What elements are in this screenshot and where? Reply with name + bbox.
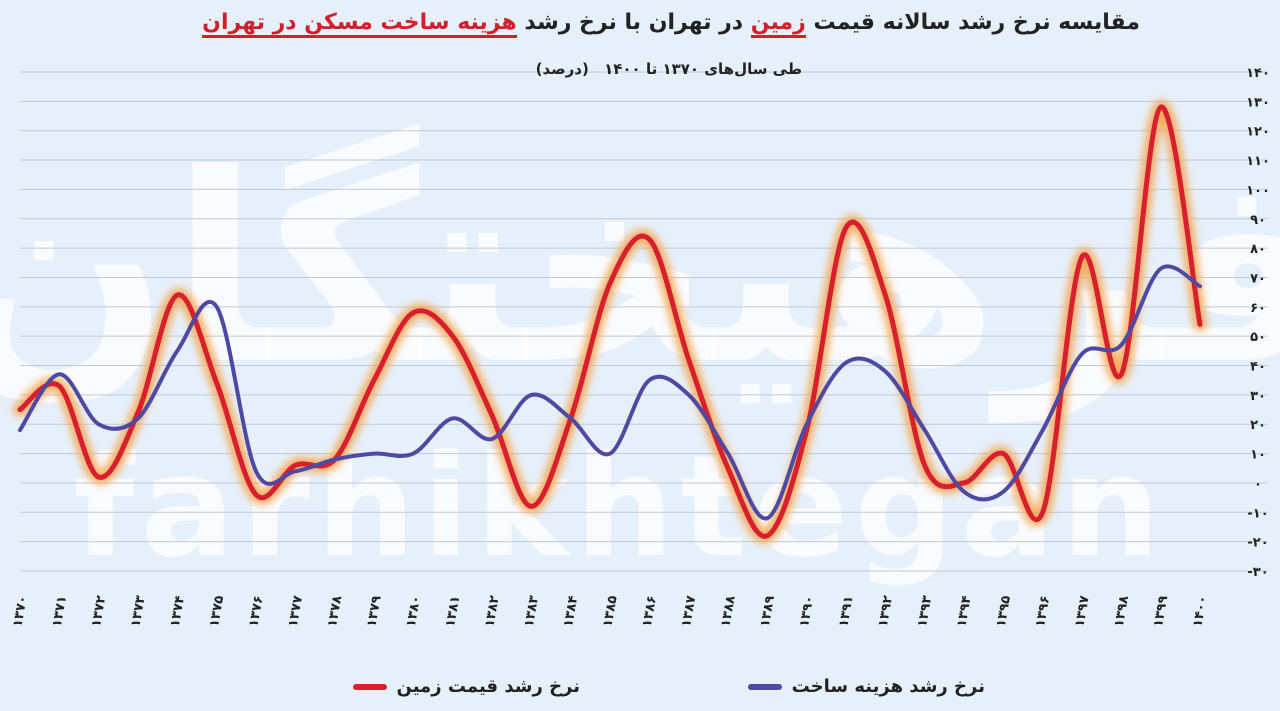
legend-item-construction: نرخ رشد هزینه ساخت	[747, 676, 985, 697]
series-line-construction	[18, 264, 1202, 521]
x-tick-label: ۱۳۹۵	[994, 594, 1014, 628]
y-tick-label: ۰	[1254, 477, 1262, 492]
x-tick-label: ۱۳۸۱	[443, 594, 463, 628]
x-tick-label: ۱۳۹۷	[1072, 594, 1092, 628]
x-tick-label: ۱۳۷۴	[168, 594, 188, 628]
y-tick-label: ۱۰۰	[1246, 183, 1270, 198]
x-tick-label: ۱۳۸۵	[600, 594, 620, 628]
chart-title: مقایسه نرخ رشد سالانه قیمت زمین در تهران…	[202, 10, 1140, 38]
y-tick-label: ۷۰	[1250, 271, 1266, 286]
y-axis-ticks: -۳۰ -۲۰ -۱۰ ۰ ۱۰ ۲۰ ۳۰ ۴۰ ۵۰ ۶۰ ۷۰ ۸۰ ۹۰ ۱۰۰ ۱۱۰ ۱۲۰ ۱۳۰…	[1246, 66, 1270, 580]
y-tick-label: ۱۰	[1250, 448, 1266, 463]
x-tick-label: ۱۳۹۸	[1112, 594, 1132, 628]
title-part-4: هزینه ساخت مسکن در تهران	[202, 10, 517, 38]
subtitle-period: طی سال‌های ۱۳۷۰ تا ۱۴۰۰	[604, 60, 802, 78]
x-tick-label: ۱۳۸۴	[561, 594, 581, 628]
title-part-2: زمین	[750, 10, 806, 38]
x-tick-label: ۱۳۹۰	[797, 594, 817, 628]
x-tick-label: ۱۳۹۳	[915, 594, 935, 628]
watermark: فرهیختگان farhikhtegan	[0, 120, 1280, 589]
x-tick-label: ۱۳۹۲	[876, 594, 896, 628]
x-tick-label: ۱۳۷۸	[325, 594, 345, 628]
y-tick-label: -۱۰	[1247, 506, 1268, 521]
x-tick-label: ۱۳۸۲	[482, 594, 502, 628]
x-tick-label: ۱۳۹۴	[954, 594, 974, 628]
chart-subtitle: طی سال‌های ۱۳۷۰ تا ۱۴۰۰ (درصد)	[526, 60, 802, 78]
x-tick-label: ۱۳۸۹	[758, 594, 778, 628]
x-tick-label: ۱۳۷۰	[10, 594, 30, 628]
x-tick-label: ۱۳۹۶	[1033, 594, 1053, 628]
x-tick-label: ۱۳۷۳	[128, 594, 148, 628]
x-tick-label: ۱۳۷۷	[286, 594, 306, 628]
y-tick-label: ۱۴۰	[1246, 66, 1270, 81]
x-tick-label: ۱۳۷۶	[246, 594, 266, 628]
legend-swatch-construction	[747, 683, 782, 690]
y-tick-label: -۳۰	[1247, 565, 1268, 580]
x-tick-label: ۱۳۷۱	[50, 594, 70, 628]
series-lines	[13, 100, 1207, 544]
legend-label-land: نرخ رشد قیمت زمین	[396, 676, 581, 697]
x-tick-label: ۱۴۰۰	[1190, 594, 1210, 628]
x-tick-label: ۱۳۷۵	[207, 594, 227, 628]
subtitle-unit: (درصد)	[535, 60, 589, 78]
x-tick-label: ۱۳۷۲	[89, 594, 109, 628]
y-tick-label: -۲۰	[1247, 536, 1268, 551]
x-tick-label: ۱۳۸۷	[679, 594, 699, 628]
y-tick-label: ۴۰	[1250, 360, 1266, 375]
y-tick-label: ۱۳۰	[1246, 95, 1270, 110]
title-part-3: در تهران با نرخ رشد	[524, 10, 744, 35]
legend-swatch-land	[352, 683, 387, 690]
y-tick-label: ۸۰	[1250, 242, 1266, 257]
y-tick-label: ۲۰	[1250, 418, 1266, 433]
legend-label-construction: نرخ رشد هزینه ساخت	[791, 676, 985, 697]
x-axis-ticks: ۱۳۷۰ ۱۳۷۱ ۱۳۷۲ ۱۳۷۳ ۱۳۷۴ ۱۳۷۵ ۱۳۷۶ ۱۳۷۷ ۱۳۷۸ ۱۳۷۹…	[10, 594, 1210, 628]
y-tick-label: ۹۰	[1250, 213, 1266, 228]
legend-item-land: نرخ رشد قیمت زمین	[352, 676, 581, 697]
y-tick-label: ۱۲۰	[1246, 125, 1270, 140]
y-tick-label: ۱۱۰	[1246, 154, 1270, 169]
y-tick-label: ۳۰	[1250, 389, 1266, 404]
x-tick-label: ۱۳۹۹	[1151, 594, 1171, 628]
x-tick-label: ۱۳۹۱	[836, 594, 856, 628]
x-tick-label: ۱۳۸۰	[404, 594, 424, 628]
x-tick-label: ۱۳۸۶	[640, 594, 660, 628]
y-tick-label: ۶۰	[1250, 301, 1266, 316]
series-line-land	[17, 104, 1203, 539]
y-tick-label: ۵۰	[1250, 330, 1266, 345]
x-tick-label: ۱۳۸۳	[522, 594, 542, 628]
title-part-1: مقایسه نرخ رشد سالانه قیمت	[813, 10, 1140, 35]
x-tick-label: ۱۳۸۸	[718, 594, 738, 628]
x-tick-label: ۱۳۷۹	[364, 594, 384, 628]
